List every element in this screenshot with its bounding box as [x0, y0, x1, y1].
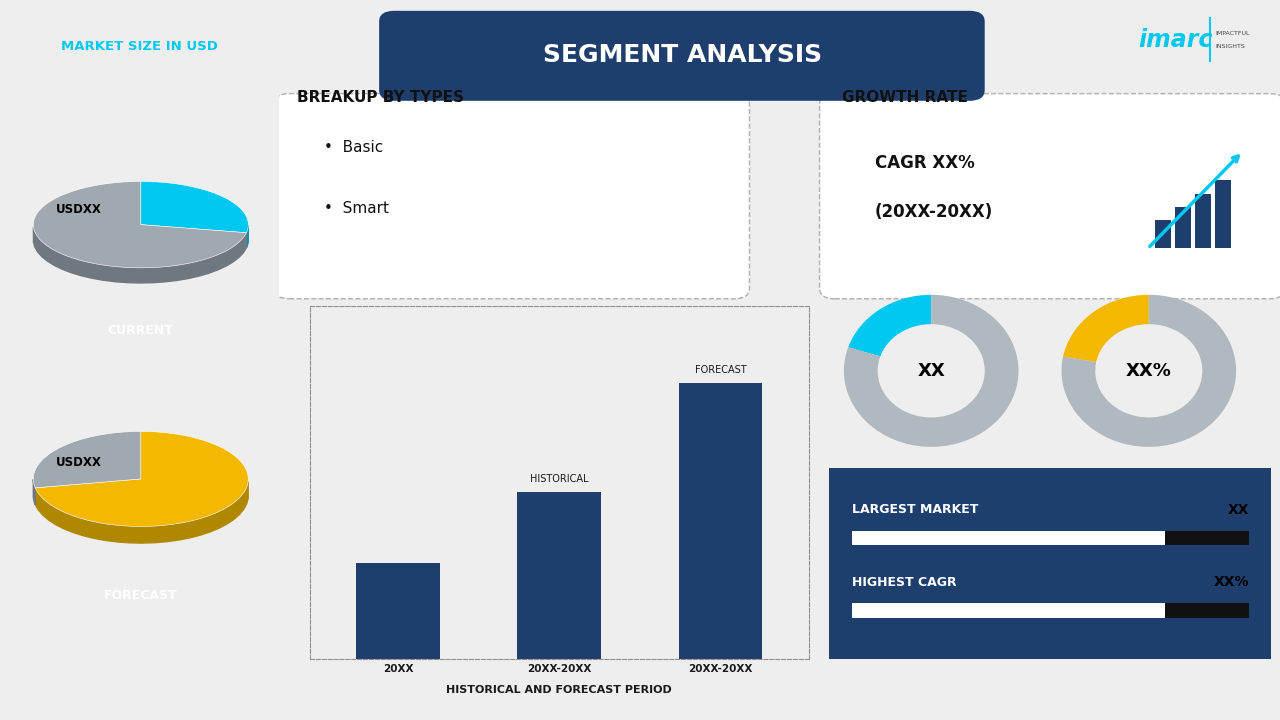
Text: FORECAST: FORECAST	[104, 589, 178, 602]
Polygon shape	[247, 225, 248, 248]
Wedge shape	[844, 294, 1019, 447]
Bar	[517, 492, 602, 659]
FancyBboxPatch shape	[819, 94, 1280, 299]
Text: INSIGHTS: INSIGHTS	[1215, 45, 1244, 49]
FancyBboxPatch shape	[1165, 531, 1249, 545]
Text: (20XX-20XX): (20XX-20XX)	[874, 204, 993, 222]
Polygon shape	[33, 480, 35, 505]
Text: USDXX: USDXX	[56, 203, 102, 216]
X-axis label: HISTORICAL AND FORECAST PERIOD: HISTORICAL AND FORECAST PERIOD	[447, 685, 672, 695]
Text: •  Smart: • Smart	[324, 202, 389, 216]
Polygon shape	[33, 227, 247, 283]
Text: imarc: imarc	[1138, 27, 1212, 52]
Text: HIGHEST CAGR: HIGHEST CAGR	[851, 576, 956, 589]
FancyBboxPatch shape	[851, 603, 1249, 618]
Polygon shape	[33, 431, 141, 488]
Text: CAGR XX%: CAGR XX%	[874, 154, 974, 172]
Text: •  Basic: • Basic	[324, 140, 383, 155]
FancyBboxPatch shape	[1155, 220, 1171, 248]
FancyBboxPatch shape	[851, 531, 1249, 545]
FancyBboxPatch shape	[379, 11, 984, 101]
FancyBboxPatch shape	[1165, 603, 1249, 618]
Text: SEGMENT ANALYSIS: SEGMENT ANALYSIS	[543, 42, 822, 67]
Text: MARKET SIZE IN USD: MARKET SIZE IN USD	[61, 40, 218, 53]
Bar	[678, 383, 763, 659]
Text: LARGEST MARKET: LARGEST MARKET	[851, 503, 978, 516]
Bar	[356, 562, 440, 659]
Text: USDXX: USDXX	[56, 456, 102, 469]
FancyBboxPatch shape	[1215, 180, 1231, 248]
Wedge shape	[849, 294, 932, 356]
FancyBboxPatch shape	[274, 94, 750, 299]
FancyBboxPatch shape	[1196, 194, 1211, 248]
Wedge shape	[1061, 294, 1236, 447]
Text: IMPACTFUL: IMPACTFUL	[1215, 32, 1249, 36]
Text: XX%: XX%	[1213, 575, 1249, 590]
Text: CURRENT: CURRENT	[108, 324, 174, 337]
Text: FORECAST: FORECAST	[695, 364, 746, 374]
Text: BREAKUP BY TYPES: BREAKUP BY TYPES	[297, 90, 465, 104]
FancyBboxPatch shape	[1175, 207, 1190, 248]
FancyBboxPatch shape	[817, 462, 1280, 665]
Wedge shape	[1064, 294, 1149, 362]
Text: XX: XX	[918, 361, 945, 380]
Text: GROWTH RATE: GROWTH RATE	[841, 90, 968, 104]
Polygon shape	[35, 431, 248, 526]
Text: XX: XX	[1228, 503, 1249, 517]
Text: HISTORICAL: HISTORICAL	[530, 474, 589, 484]
Polygon shape	[33, 181, 247, 268]
Polygon shape	[141, 181, 248, 233]
Text: XX%: XX%	[1126, 361, 1171, 380]
Polygon shape	[35, 482, 248, 543]
